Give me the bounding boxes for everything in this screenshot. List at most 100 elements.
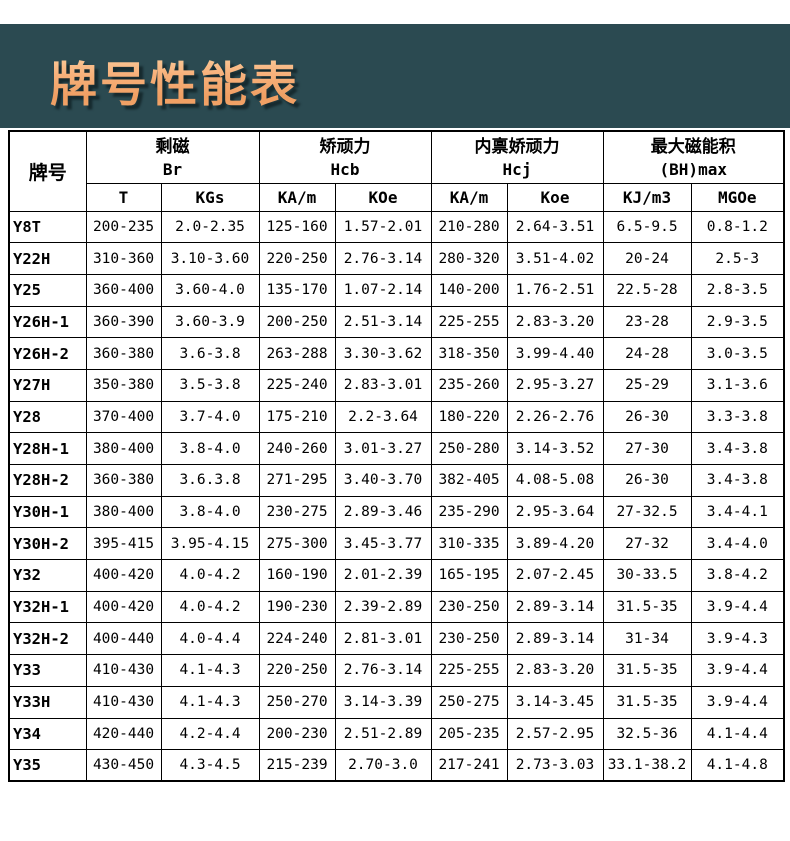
value-cell: 263-288 [258,337,336,370]
grade-cell: Y28H-2 [8,464,87,497]
grade-cell: Y26H-2 [8,337,87,370]
value-cell: 230-250 [430,590,508,624]
value-cell: 2.5-3 [690,242,785,275]
value-cell: 32.5-36 [602,717,692,751]
group-symbol: (BH)max [659,159,727,179]
value-cell: 3.95-4.15 [160,527,260,561]
table-row: Y26H-1 360-390 3.60-3.9 200-250 2.51-3.14 225… [8,305,785,339]
value-cell: 4.0-4.4 [160,622,260,656]
value-cell: 3.8-4.2 [690,559,785,592]
value-cell: 3.40-3.70 [334,464,432,497]
value-cell: 2.8-3.5 [690,273,785,307]
group-header-max-energy-product: 最大磁能积 (BH)max [602,130,785,184]
unit-header: KOe [334,182,432,212]
value-cell: 250-275 [430,685,508,719]
value-cell: 400-420 [85,590,162,624]
value-cell: 3.14-3.39 [334,685,432,719]
group-label: 最大磁能积 [650,136,736,157]
value-cell: 275-300 [258,527,336,561]
value-cell: 2.89-3.14 [506,622,604,656]
value-cell: 2.0-2.35 [160,210,260,244]
value-cell: 250-270 [258,685,336,719]
value-cell: 400-420 [85,559,162,592]
value-cell: 350-380 [85,368,162,402]
grade-cell: Y33H [8,685,87,719]
value-cell: 4.08-5.08 [506,464,604,497]
value-cell: 220-250 [258,654,336,687]
value-cell: 23-28 [602,305,692,339]
value-cell: 235-290 [430,495,508,529]
value-cell: 200-250 [258,305,336,339]
value-cell: 310-335 [430,527,508,561]
group-label: 内禀娇顽力 [474,136,560,157]
value-cell: 1.07-2.14 [334,273,432,307]
group-header-row: 牌号 剩磁 Br 矫顽力 Hcb 内禀娇顽力 Hcj 最大磁能积 (BH)max [8,130,785,212]
value-cell: 3.1-3.6 [690,368,785,402]
value-cell: 2.81-3.01 [334,622,432,656]
group-header-intrinsic-coercivity: 内禀娇顽力 Hcj [430,130,604,184]
title-banner: 牌号性能表 [0,24,790,128]
grade-cell: Y32H-1 [8,590,87,624]
value-cell: 4.1-4.3 [160,654,260,687]
value-cell: 2.26-2.76 [506,400,604,434]
value-cell: 2.83-3.20 [506,305,604,339]
value-cell: 420-440 [85,717,162,751]
value-cell: 3.45-3.77 [334,527,432,561]
grade-cell: Y22H [8,242,87,275]
grade-cell: Y25 [8,273,87,307]
table-row: Y33H 410-430 4.1-4.3 250-270 3.14-3.39 250-27… [8,685,785,719]
value-cell: 2.57-2.95 [506,717,604,751]
value-cell: 3.89-4.20 [506,527,604,561]
value-cell: 3.7-4.0 [160,400,260,434]
table-row: Y22H 310-360 3.10-3.60 220-250 2.76-3.14 280-… [8,242,785,275]
value-cell: 220-250 [258,242,336,275]
value-cell: 225-255 [430,654,508,687]
table-row: Y27H 350-380 3.5-3.8 225-240 2.83-3.01 235-26… [8,368,785,402]
value-cell: 31.5-35 [602,590,692,624]
value-cell: 140-200 [430,273,508,307]
value-cell: 180-220 [430,400,508,434]
value-cell: 380-400 [85,495,162,529]
value-cell: 135-170 [258,273,336,307]
value-cell: 210-280 [430,210,508,244]
value-cell: 2.76-3.14 [334,654,432,687]
table-header: 牌号 剩磁 Br 矫顽力 Hcb 内禀娇顽力 Hcj 最大磁能积 (BH)max [8,130,785,212]
unit-header: KA/m [430,182,508,212]
value-cell: 175-210 [258,400,336,434]
value-cell: 33.1-38.2 [602,749,692,782]
table-row: Y28H-1 380-400 3.8-4.0 240-260 3.01-3.27 250-… [8,432,785,465]
table-row: Y33 410-430 4.1-4.3 220-250 2.76-3.14 225-255… [8,654,785,687]
value-cell: 205-235 [430,717,508,751]
value-cell: 235-260 [430,368,508,402]
group-symbol: Br [162,159,183,179]
value-cell: 160-190 [258,559,336,592]
table-row: Y30H-1 380-400 3.8-4.0 230-275 2.89-3.46 235-… [8,495,785,529]
value-cell: 27-32.5 [602,495,692,529]
group-symbol: Hcb [330,159,360,179]
table-row: Y32 400-420 4.0-4.2 160-190 2.01-2.39 165-195… [8,559,785,592]
value-cell: 3.6.3.8 [160,464,260,497]
grade-cell: Y30H-2 [8,527,87,561]
table-row: Y25 360-400 3.60-4.0 135-170 1.07-2.14 140-20… [8,273,785,307]
value-cell: 225-255 [430,305,508,339]
value-cell: 31-34 [602,622,692,656]
value-cell: 26-30 [602,464,692,497]
value-cell: 3.8-4.0 [160,495,260,529]
value-cell: 3.01-3.27 [334,432,432,465]
group-label: 剩磁 [155,136,190,157]
table-body: Y8T 200-235 2.0-2.35 125-160 1.57-2.01 210-28… [8,210,785,782]
value-cell: 318-350 [430,337,508,370]
table-row: Y32H-2 400-440 4.0-4.4 224-240 2.81-3.01 230-… [8,622,785,656]
value-cell: 4.1-4.3 [160,685,260,719]
value-cell: 2.07-2.45 [506,559,604,592]
grade-cell: Y35 [8,749,87,782]
value-cell: 165-195 [430,559,508,592]
grade-column-header: 牌号 [8,130,87,212]
grade-cell: Y34 [8,717,87,751]
value-cell: 230-275 [258,495,336,529]
value-cell: 2.70-3.0 [334,749,432,782]
value-cell: 2.39-2.89 [334,590,432,624]
value-cell: 240-260 [258,432,336,465]
value-cell: 190-230 [258,590,336,624]
unit-header-row: T KGs KA/m KOe KA/m Koe KJ/m3 MGOe [9,182,785,212]
